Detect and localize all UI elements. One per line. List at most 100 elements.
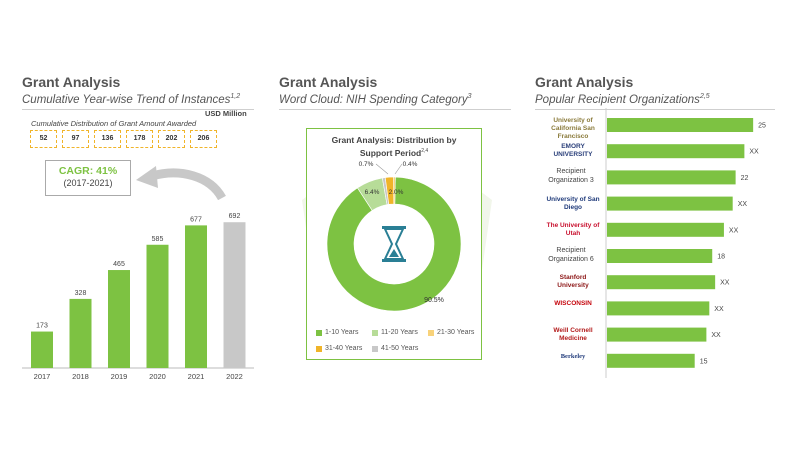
org-logo: The University of Utah <box>546 221 600 237</box>
bar <box>185 225 207 368</box>
org-logo: Weill Cornell Medicine <box>553 326 593 342</box>
legend-swatch <box>316 329 322 336</box>
divider <box>22 108 254 110</box>
bar-value-label: XX <box>720 280 730 287</box>
legend-item: 21-30 Years <box>428 329 474 336</box>
bar-value-label: 15 <box>700 358 708 365</box>
bar <box>607 170 736 185</box>
x-tick-label: 2019 <box>111 372 128 381</box>
cagr-callout: CAGR: 41% (2017-2021) <box>45 160 131 196</box>
org-logo: Berkeley <box>560 352 586 360</box>
legend-swatch <box>316 345 322 352</box>
org-bar-chart: 25 XX 22 XX XX 18 XX XX XX 15 <box>605 108 766 378</box>
cumulative-value-box: 178 <box>126 130 153 148</box>
bar <box>607 327 707 342</box>
panel-title: Grant Analysis <box>22 74 121 90</box>
cumulative-value-box: 52 <box>30 130 57 148</box>
bar-value-label: 677 <box>190 216 202 223</box>
legend-label: 31-40 Years <box>325 345 363 352</box>
bar-value-label: 692 <box>229 213 241 220</box>
bar-value-label: XX <box>738 201 748 208</box>
org-label: Recipient Organization 3 <box>548 168 594 185</box>
bar <box>31 331 53 368</box>
bar-value-label: 328 <box>75 290 87 297</box>
leader-line <box>394 163 403 175</box>
slice-label: 90.5% <box>424 297 444 304</box>
slice-label: 6.4% <box>365 189 380 196</box>
bar-value-label: 585 <box>152 236 164 243</box>
org-logo: WISCONSIN <box>554 300 592 308</box>
panel-word-cloud: Grant Analysis Word Cloud: NIH Spending … <box>279 74 511 110</box>
x-tick-label: 2020 <box>149 372 166 381</box>
bar-value-label: XX <box>714 306 724 313</box>
legend-swatch <box>372 329 378 336</box>
org-logo: University of San Diego <box>546 195 600 211</box>
panel-subtitle: Word Cloud: NIH Spending Category3 <box>279 93 472 106</box>
panel-recipient-orgs: Grant Analysis Popular Recipient Organiz… <box>535 74 775 110</box>
donut-slice <box>393 176 396 205</box>
legend-label: 41-50 Years <box>381 345 419 352</box>
legend-item: 11-20 Years <box>372 329 418 336</box>
bar-value-label: XX <box>729 227 739 234</box>
cumulative-value-box: 97 <box>62 130 89 148</box>
bar <box>607 249 713 263</box>
slice-label: 0.4% <box>403 161 418 168</box>
legend-label: 11-20 Years <box>381 329 418 336</box>
org-logo: Stanford University <box>557 274 589 290</box>
bar-value-label: XX <box>711 332 721 339</box>
bar <box>69 298 92 368</box>
slice-label: 2.0% <box>389 189 404 196</box>
bar-value-label: 22 <box>741 175 749 182</box>
org-label: Recipient Organization 6 <box>548 247 594 263</box>
x-tick-label: 2021 <box>188 372 205 381</box>
x-tick-label: 2017 <box>34 372 51 381</box>
divider <box>535 108 775 110</box>
legend-label: 21-30 Years <box>437 329 475 336</box>
bar <box>223 222 246 368</box>
bar <box>607 144 745 159</box>
bar-value-label: 173 <box>36 323 48 330</box>
legend-item: 41-50 Years <box>372 345 418 352</box>
x-tick-label: 2018 <box>72 372 89 381</box>
org-logo: EMORY UNIVERSITY <box>553 143 593 159</box>
bar-value-label: 465 <box>113 261 125 268</box>
donut-card-title: Grant Analysis: Distribution by Support … <box>331 135 457 158</box>
x-tick-label: 2022 <box>226 372 243 381</box>
support-period-donut: 90.5% 6.4% 2.0% 0.7% 0.4% <box>326 161 462 312</box>
bar-value-label: XX <box>749 149 759 156</box>
legend-label: 1-10 Years <box>325 329 359 336</box>
trend-arrow-icon <box>136 166 226 200</box>
cumulative-value-box: 136 <box>94 130 121 148</box>
cagr-period: (2017-2021) <box>63 178 113 188</box>
bar <box>607 118 754 132</box>
org-logo: University of California San Francisco <box>551 117 595 140</box>
hourglass-icon <box>382 226 406 262</box>
unit-label: USD Million <box>205 109 247 118</box>
donut-slice <box>326 176 462 312</box>
panel-subtitle: Popular Recipient Organizations2,5 <box>535 93 710 106</box>
bar <box>146 244 169 368</box>
divider <box>279 108 511 110</box>
legend-swatch <box>428 329 434 336</box>
bar-value-label: 18 <box>717 254 725 261</box>
bar <box>607 222 724 237</box>
leader-line <box>375 163 389 175</box>
cumulative-title: Cumulative Distribution of Grant Amount … <box>31 119 197 128</box>
legend-item: 31-40 Years <box>316 345 362 352</box>
panel-subtitle: Cumulative Year-wise Trend of Instances1… <box>22 93 241 106</box>
legend-swatch <box>372 345 378 352</box>
cumulative-value-box: 202 <box>158 130 185 148</box>
bar <box>607 196 733 211</box>
cagr-value: CAGR: 41% <box>58 165 118 177</box>
slice-label: 0.7% <box>359 161 374 168</box>
year-bar-chart: 173 2017 328 2018 465 2019 585 2020 677 2021 692 20… <box>22 213 254 381</box>
panel-year-trend: Grant Analysis Cumulative Year-wise Tren… <box>22 74 254 110</box>
bar <box>607 353 695 368</box>
bar <box>108 270 130 368</box>
panel-title: Grant Analysis <box>279 74 378 90</box>
cumulative-value-box: 206 <box>190 130 217 148</box>
legend-item: 1-10 Years <box>316 329 358 336</box>
panel-title: Grant Analysis <box>535 74 634 90</box>
bar <box>607 275 716 290</box>
bar <box>607 301 710 316</box>
